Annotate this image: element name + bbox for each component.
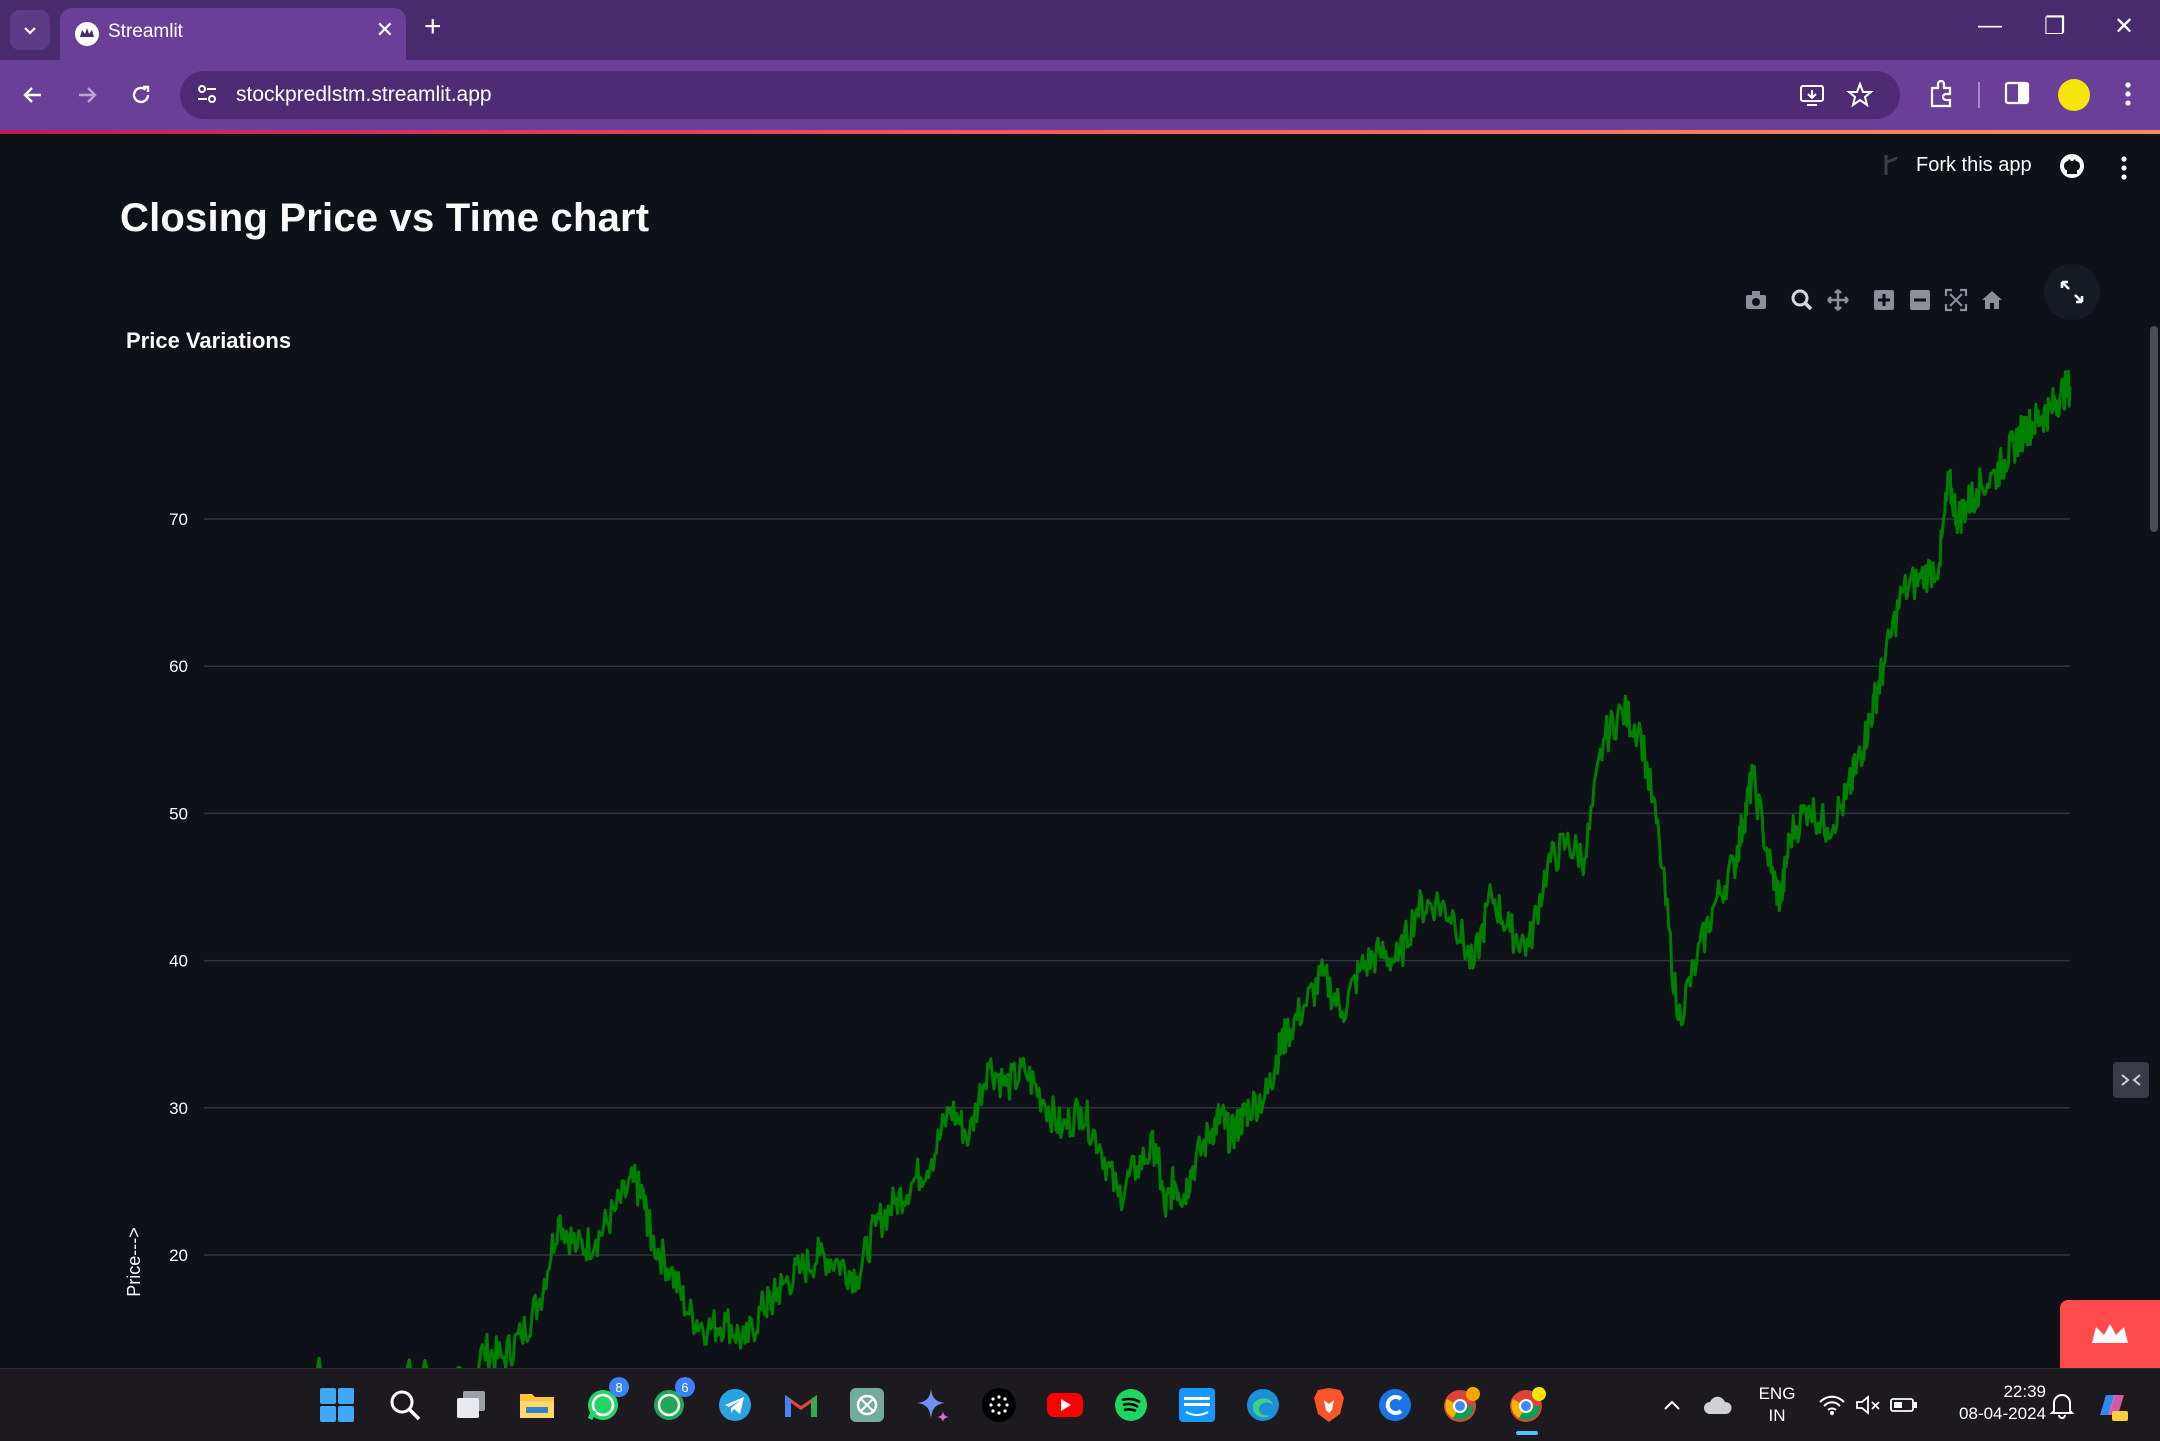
- page-scrollbar[interactable]: [2150, 326, 2158, 532]
- spotify-icon[interactable]: [1111, 1385, 1151, 1425]
- y-tick-label-40: 40: [169, 952, 188, 971]
- tab-close-icon[interactable]: ✕: [375, 17, 394, 42]
- clock-date: 08-04-2024: [1959, 1404, 2046, 1423]
- bookmark-star-icon[interactable]: [1846, 81, 1874, 109]
- clock[interactable]: 22:39 08-04-2024: [1934, 1381, 2046, 1425]
- canva-icon[interactable]: [1375, 1385, 1415, 1425]
- language-code: ENG: [1758, 1384, 1796, 1403]
- fork-icon: [1884, 155, 1898, 175]
- whatsapp-unread-badge: 8: [609, 1377, 629, 1397]
- plot-modebar: [1744, 282, 2004, 318]
- whatsapp-business-icon[interactable]: 6: [649, 1377, 695, 1425]
- youtube-icon[interactable]: [1045, 1385, 1085, 1425]
- gemini-sparkle-icon[interactable]: [913, 1385, 953, 1425]
- streamlit-header: Fork this app: [0, 134, 2160, 198]
- extensions-puzzle-icon[interactable]: [1926, 78, 1958, 110]
- fullscreen-button[interactable]: [2044, 264, 2100, 320]
- loading-accent-line: [0, 130, 2160, 134]
- perplexity-dots-icon[interactable]: [979, 1385, 1019, 1425]
- chrome-profile-2-icon[interactable]: [1507, 1385, 1547, 1425]
- onedrive-cloud-icon[interactable]: [1698, 1385, 1738, 1425]
- windows-taskbar: 8 6 ENG IN 22:39 08-04-2024: [0, 1368, 2160, 1441]
- minimize-icon[interactable]: —: [1978, 12, 2002, 39]
- y-tick-label-50: 50: [169, 804, 188, 823]
- download-camera-icon[interactable]: [1744, 288, 1768, 312]
- toolbar-divider: [1978, 82, 1980, 108]
- autoscale-icon[interactable]: [1944, 288, 1968, 312]
- y-tick-label-70: 70: [169, 510, 188, 529]
- whatsapp-icon[interactable]: 8: [583, 1377, 629, 1425]
- copilot-icon[interactable]: [2092, 1385, 2132, 1425]
- whatsapp-business-unread-badge: 6: [675, 1377, 695, 1397]
- battery-icon[interactable]: [1884, 1385, 1924, 1425]
- forward-arrow-icon[interactable]: [70, 78, 104, 112]
- collapse-arrows-icon: [2121, 1074, 2141, 1086]
- pan-arrows-icon[interactable]: [1826, 288, 1850, 312]
- y-axis-label: Price--->: [124, 1227, 144, 1297]
- browser-menu-icon[interactable]: [2116, 78, 2140, 110]
- edge-icon[interactable]: [1243, 1385, 1283, 1425]
- github-icon[interactable]: [2058, 152, 2086, 180]
- chatgpt-icon[interactable]: [847, 1385, 887, 1425]
- expand-arrows-icon: [2060, 280, 2084, 304]
- zoom-out-icon[interactable]: [1908, 288, 1932, 312]
- browser-tab-streamlit[interactable]: Streamlit ✕: [60, 8, 406, 60]
- task-view-icon[interactable]: [451, 1385, 491, 1425]
- tab-search-button[interactable]: [10, 10, 50, 50]
- gmail-icon[interactable]: [781, 1385, 821, 1425]
- volume-muted-icon[interactable]: [1848, 1385, 1888, 1425]
- url-text: stockpredlstm.streamlit.app: [236, 83, 492, 106]
- search-icon[interactable]: [385, 1385, 425, 1425]
- y-tick-label-60: 60: [169, 657, 188, 676]
- streamlit-crown-icon: [2092, 1324, 2128, 1343]
- side-panel-icon[interactable]: [2002, 78, 2032, 108]
- y-tick-labels: 20 30 40 50 60 70: [169, 510, 188, 1265]
- file-explorer-icon[interactable]: [517, 1385, 557, 1425]
- gridlines: [204, 518, 2070, 1256]
- price-series-line: [293, 369, 2072, 1368]
- telegram-icon[interactable]: [715, 1385, 755, 1425]
- browser-tab-bar: Streamlit ✕ + — ❐ ✕: [0, 0, 2160, 60]
- fork-app-label: Fork this app: [1916, 153, 2032, 176]
- clock-time: 22:39: [2003, 1382, 2046, 1401]
- restore-icon[interactable]: ❐: [2044, 13, 2066, 40]
- main-menu-icon[interactable]: [2118, 154, 2130, 182]
- tray-overflow-chevron-icon[interactable]: [1652, 1385, 1692, 1425]
- fork-app-button[interactable]: Fork this app: [1880, 152, 2032, 178]
- line-chart[interactable]: Price Variations Price---> 20 30 40 50 60 70: [0, 300, 2160, 1368]
- browser-toolbar: stockpredlstm.streamlit.app: [0, 60, 2160, 130]
- windows-start-icon[interactable]: [317, 1385, 357, 1425]
- reload-icon[interactable]: [124, 78, 158, 112]
- page-title: Closing Price vs Time chart: [120, 196, 650, 240]
- notification-bell-icon[interactable]: [2042, 1385, 2082, 1425]
- y-tick-label-20: 20: [169, 1246, 188, 1265]
- back-arrow-icon[interactable]: [16, 78, 50, 112]
- reset-home-icon[interactable]: [1980, 288, 2004, 312]
- window-close-icon[interactable]: ✕: [2114, 13, 2135, 40]
- region-code: IN: [1768, 1406, 1786, 1425]
- new-tab-plus-icon[interactable]: +: [424, 10, 442, 43]
- zoom-magnifier-icon[interactable]: [1790, 288, 1814, 312]
- zoom-in-icon[interactable]: [1872, 288, 1896, 312]
- address-bar[interactable]: stockpredlstm.streamlit.app: [180, 71, 1900, 119]
- profile-avatar[interactable]: [2058, 79, 2090, 111]
- install-app-icon[interactable]: [1798, 81, 1826, 109]
- prime-video-icon[interactable]: [1177, 1385, 1217, 1425]
- chart-title: Price Variations: [126, 328, 291, 353]
- chevron-down-icon: [24, 27, 36, 35]
- input-language-indicator[interactable]: ENG IN: [1752, 1383, 1802, 1427]
- site-info-icon[interactable]: [194, 81, 220, 107]
- brave-icon[interactable]: [1309, 1385, 1349, 1425]
- tab-title: Streamlit: [108, 21, 183, 42]
- streamlit-badge[interactable]: [2060, 1300, 2160, 1368]
- wifi-icon[interactable]: [1812, 1385, 1852, 1425]
- y-tick-label-30: 30: [169, 1099, 188, 1118]
- chrome-profile-1-icon[interactable]: [1441, 1385, 1481, 1425]
- streamlit-crown-icon: [75, 22, 99, 46]
- viewer-badge-toggle[interactable]: [2113, 1062, 2149, 1098]
- active-app-indicator: [1516, 1431, 1538, 1435]
